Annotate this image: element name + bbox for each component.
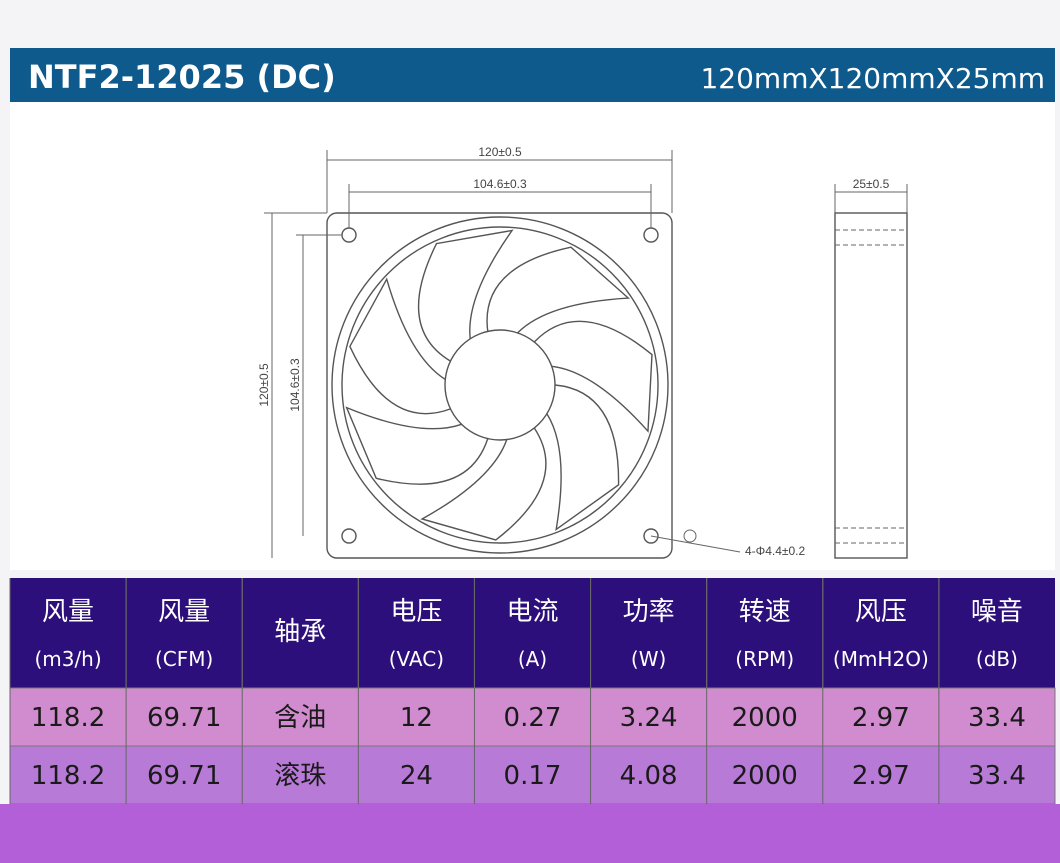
dim-label: 120±0.5 — [478, 145, 522, 159]
blade — [546, 384, 620, 532]
cell: 0.27 — [504, 703, 562, 733]
side-view — [834, 212, 908, 559]
blade — [349, 277, 451, 415]
dim-label: 104.6±0.3 — [288, 358, 302, 412]
cell: 滚珠 — [274, 761, 326, 791]
cell: 69.71 — [147, 703, 221, 733]
cell: 24 — [400, 761, 433, 791]
table-row-bg — [9, 745, 1056, 805]
table-footer-bg — [0, 804, 1060, 863]
dim-label: 25±0.5 — [853, 177, 890, 191]
blades — [345, 229, 653, 541]
column-unit: (dB) — [976, 647, 1018, 671]
column-name: 电压 — [390, 597, 442, 627]
column-unit: (W) — [631, 647, 666, 671]
column-unit: (CFM) — [155, 647, 213, 671]
blade — [486, 246, 631, 334]
cell: 2000 — [732, 761, 798, 791]
cell: 2000 — [732, 703, 798, 733]
cell: 2.97 — [852, 703, 910, 733]
frame — [326, 212, 673, 559]
drawing-area — [10, 102, 1055, 570]
leader — [650, 535, 741, 553]
hole-label: 4-Φ4.4±0.2 — [745, 544, 806, 558]
column-unit: (MmH2O) — [833, 647, 929, 671]
blade-ring — [341, 226, 659, 544]
column-name: 电流 — [506, 597, 558, 627]
cell: 33.4 — [968, 703, 1026, 733]
column-unit: (A) — [518, 647, 547, 671]
cell: 33.4 — [968, 761, 1026, 791]
dim-label: 104.6±0.3 — [473, 177, 527, 191]
column-unit: (m3/h) — [34, 647, 101, 671]
column-name: 噪音 — [971, 597, 1023, 627]
cell: 69.71 — [147, 761, 221, 791]
cell: 118.2 — [31, 703, 105, 733]
fan-drawing — [326, 212, 673, 559]
header-bar — [10, 48, 1055, 102]
cell: 118.2 — [31, 761, 105, 791]
cell: 2.97 — [852, 761, 910, 791]
spec-table: 风量 (m3/h) 风量 (CFM) 轴承 电压 (VAC) 电流 (A) 功率 (W) 转速 (RPM… — [0, 578, 1060, 863]
blade — [420, 427, 547, 541]
column-unit: (VAC) — [389, 647, 444, 671]
column-unit: (RPM) — [735, 647, 794, 671]
size-title: 120mmX120mmX25mm — [700, 62, 1045, 95]
column-name: 风量 — [42, 597, 94, 627]
blade — [345, 406, 489, 485]
cell: 12 — [400, 703, 433, 733]
hole — [341, 528, 357, 544]
column-name: 风量 — [158, 597, 210, 627]
column-name: 转速 — [739, 597, 791, 627]
blade — [533, 320, 653, 433]
cell: 含油 — [274, 703, 326, 733]
cell: 0.17 — [504, 761, 562, 791]
column-name: 功率 — [623, 597, 675, 627]
hole-callout — [683, 529, 697, 543]
dim-label: 120±0.5 — [257, 363, 271, 407]
table-header-bg — [10, 578, 1055, 688]
venturi — [331, 216, 669, 554]
hole — [643, 528, 659, 544]
cell: 3.24 — [620, 703, 678, 733]
model-title: NTF2-12025 (DC) — [28, 58, 336, 96]
cell: 4.08 — [620, 761, 678, 791]
column-name: 轴承 — [274, 617, 326, 647]
dimensions: 120±0.5 104.6±0.3 120±0.5 104.6±0.3 25±0… — [257, 145, 908, 559]
table-row-bg — [9, 687, 1056, 747]
column-name: 风压 — [855, 597, 907, 627]
blade — [417, 229, 514, 362]
